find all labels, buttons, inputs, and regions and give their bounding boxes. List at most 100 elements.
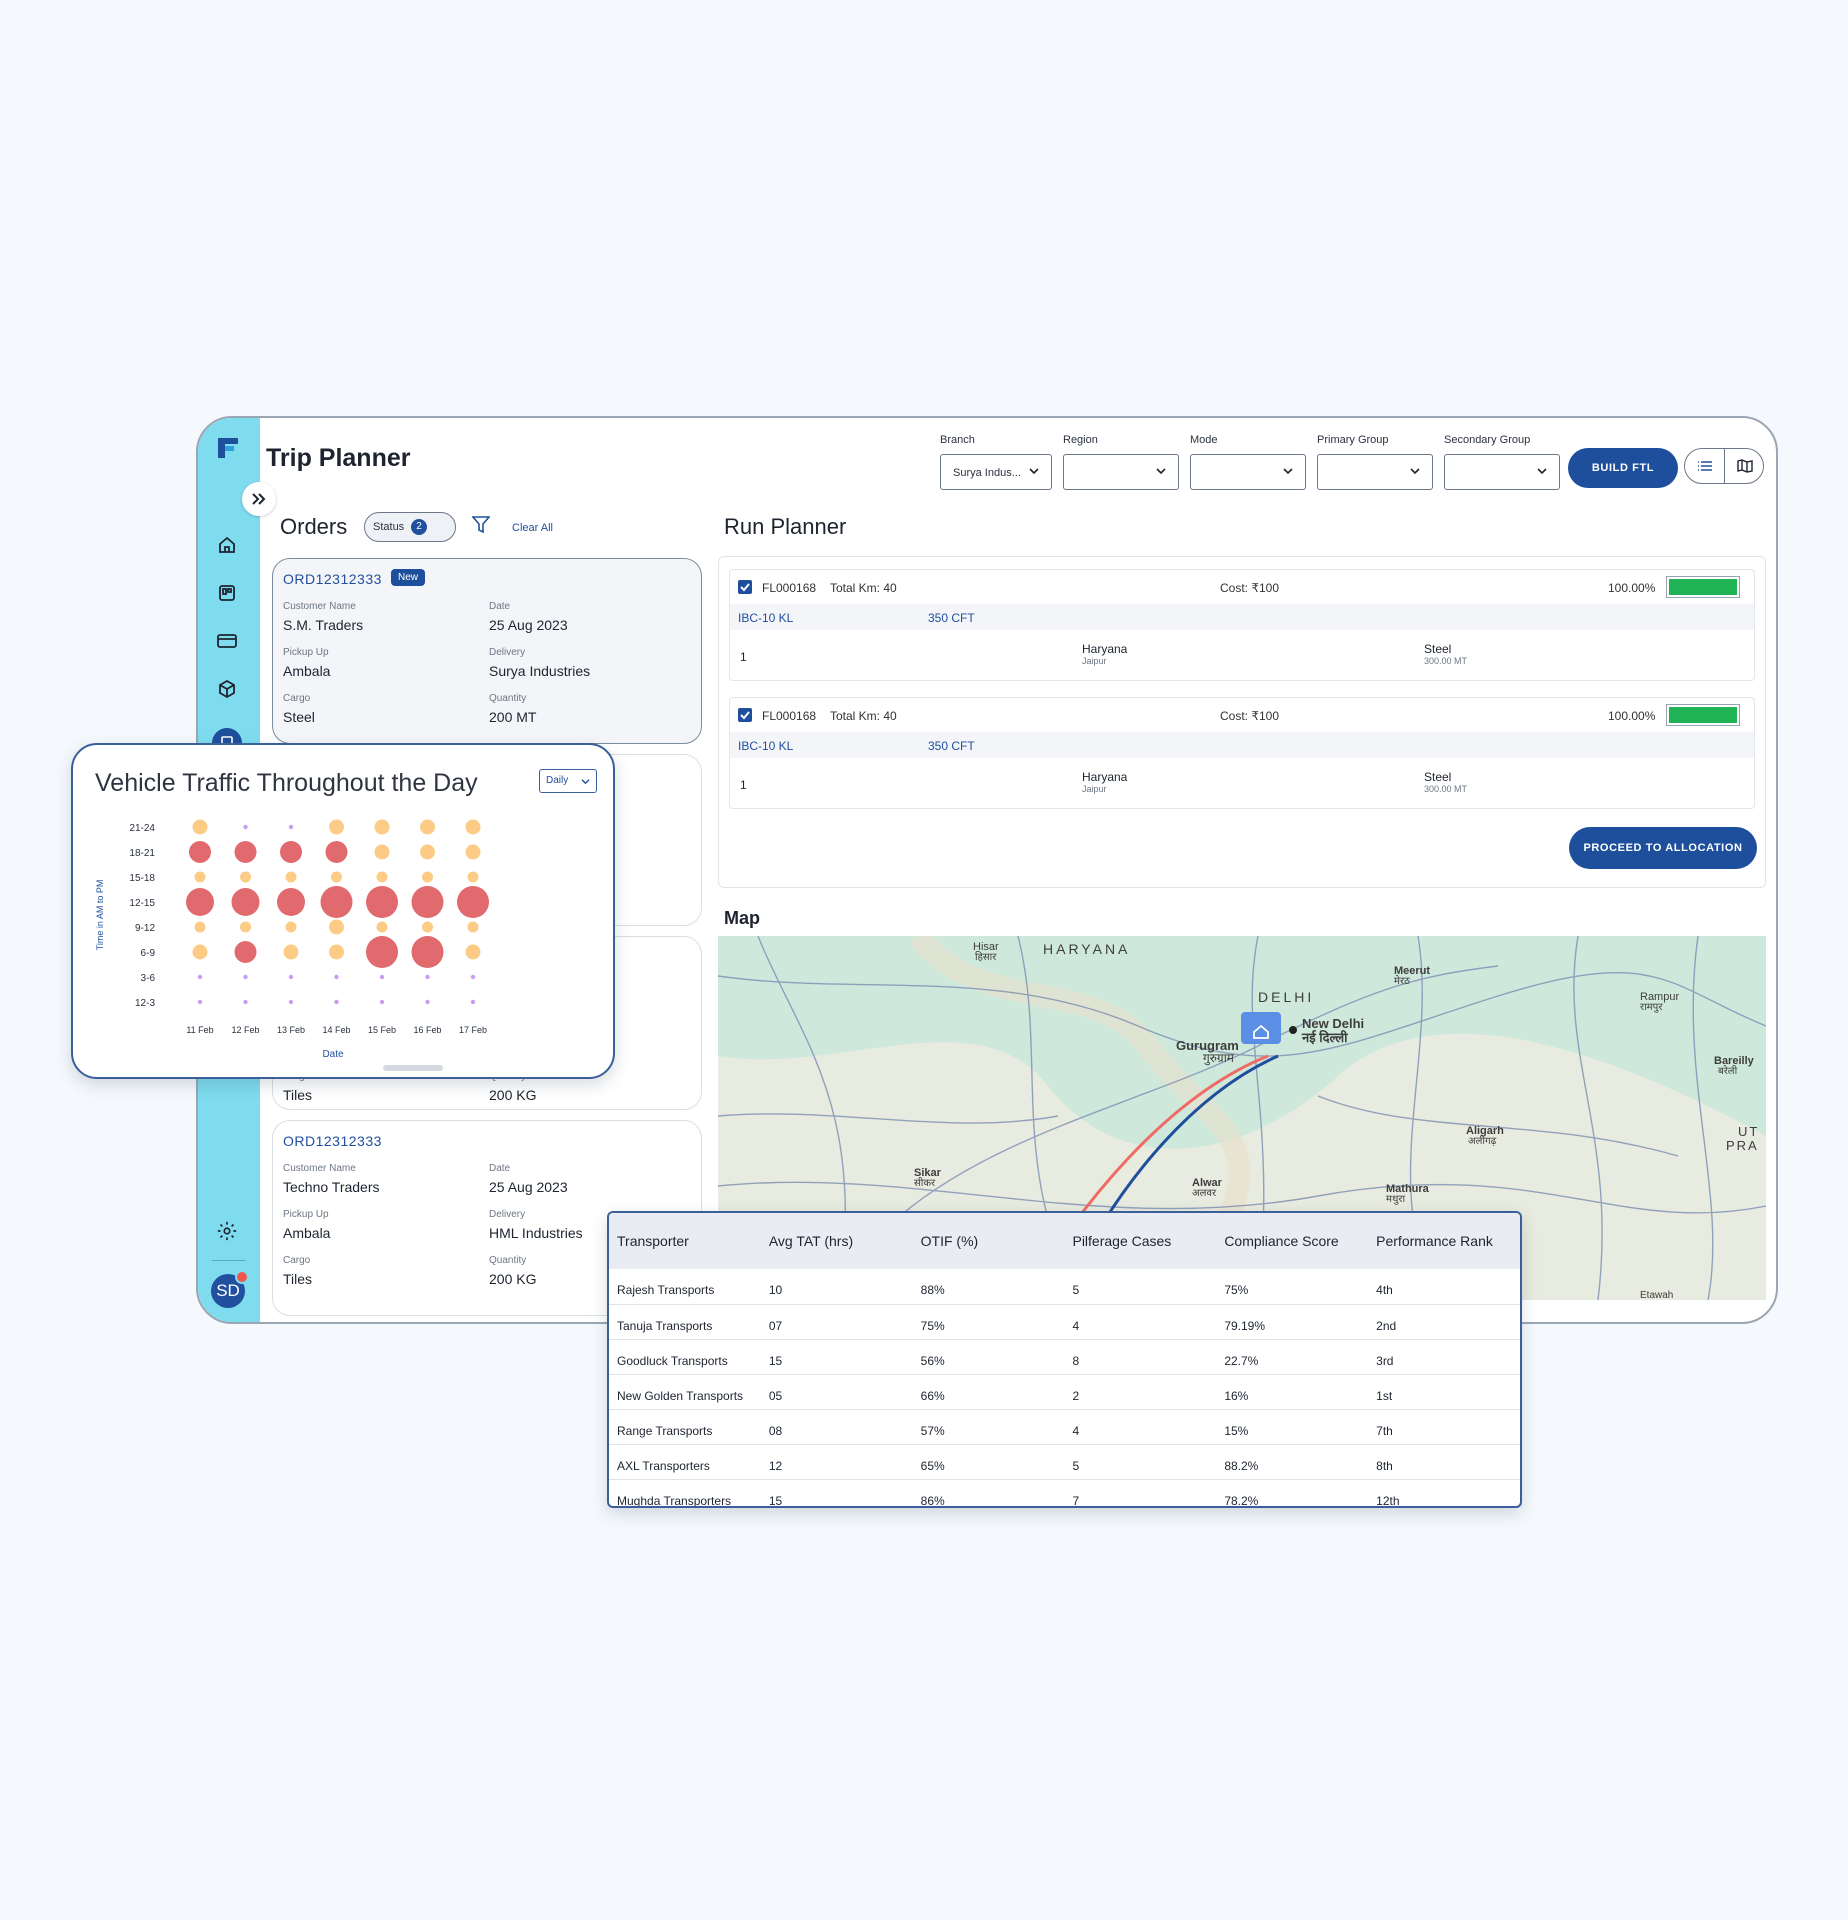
table-cell: 75% xyxy=(912,1304,1065,1340)
map-label-haryana: HARYANA xyxy=(1043,941,1130,957)
bubble-point xyxy=(243,974,248,980)
utilization-bar xyxy=(1666,576,1740,598)
page-title: Trip Planner xyxy=(266,444,411,472)
table-row[interactable]: AXL Transporters 12 65% 5 88.2% 8th xyxy=(609,1444,1520,1480)
column-header[interactable]: Performance Rank xyxy=(1368,1213,1520,1269)
bubble-point xyxy=(420,844,435,860)
bubble-point xyxy=(425,974,430,980)
y-tick-label: 15-18 xyxy=(129,873,155,884)
region-label: Region xyxy=(1063,434,1098,446)
x-tick-label: 13 Feb xyxy=(277,1025,305,1035)
x-tick-label: 15 Feb xyxy=(368,1025,396,1035)
run-cost: Cost: ₹100 xyxy=(1220,709,1279,723)
column-header[interactable]: Pilferage Cases xyxy=(1064,1213,1217,1269)
card-icon[interactable] xyxy=(212,626,242,656)
bubble-point xyxy=(231,888,260,916)
run-card-header: FL000168 Total Km: 40 Cost: ₹100 100.00% xyxy=(730,698,1754,732)
bubble-point xyxy=(285,871,297,883)
table-row[interactable]: Range Transports 08 57% 4 15% 7th xyxy=(609,1409,1520,1445)
list-icon[interactable] xyxy=(1685,449,1725,483)
table-cell: 12th xyxy=(1368,1479,1520,1506)
y-tick-label: 3-6 xyxy=(141,973,156,984)
run-checkbox[interactable] xyxy=(738,708,752,722)
customer-label: Customer Name xyxy=(283,1163,356,1174)
date-value: 25 Aug 2023 xyxy=(489,617,568,633)
bubble-point xyxy=(288,824,294,830)
app-logo xyxy=(216,436,240,460)
chart-scrollbar[interactable] xyxy=(383,1065,443,1071)
proceed-to-allocation-button[interactable]: PROCEED TO ALLOCATION xyxy=(1569,827,1757,869)
vehicle-type: IBC-10 KL xyxy=(738,739,794,753)
bubble-point xyxy=(325,841,348,863)
status-filter-chip[interactable]: Status 2 xyxy=(364,512,456,542)
table-cell: 57% xyxy=(912,1409,1065,1445)
bubble-point xyxy=(243,824,248,830)
primary-group-select[interactable] xyxy=(1317,454,1433,490)
stop-city: Jaipur xyxy=(1082,784,1107,794)
map-label-new-delhi-hi: नई दिल्ली xyxy=(1301,1030,1348,1045)
bubble-point xyxy=(329,819,344,835)
run-card[interactable]: FL000168 Total Km: 40 Cost: ₹100 100.00%… xyxy=(729,569,1755,681)
table-cell: 8 xyxy=(1064,1339,1217,1375)
home-pin-icon xyxy=(1241,1012,1281,1044)
run-card[interactable]: FL000168 Total Km: 40 Cost: ₹100 100.00%… xyxy=(729,697,1755,809)
order-card[interactable]: ORD12312333 New Customer Name S.M. Trade… xyxy=(272,558,702,744)
date-label: Date xyxy=(489,601,511,612)
view-toggle xyxy=(1684,448,1764,484)
customer-label: Customer Name xyxy=(283,601,356,612)
order-id[interactable]: ORD12312333 xyxy=(283,1133,382,1149)
cargo-value: Tiles xyxy=(283,1087,313,1103)
table-cell: Goodluck Transports xyxy=(609,1339,761,1375)
stop-number: 1 xyxy=(740,650,747,664)
table-row[interactable]: Mughda Transporters 15 86% 7 78.2% 12th xyxy=(609,1479,1520,1506)
column-header[interactable]: Transporter xyxy=(609,1213,761,1269)
filter-icon[interactable] xyxy=(471,516,491,539)
table-row[interactable]: Goodluck Transports 15 56% 8 22.7% 3rd xyxy=(609,1339,1520,1375)
secondary-group-select[interactable] xyxy=(1444,454,1560,490)
vehicle-capacity: 350 CFT xyxy=(928,739,975,753)
branch-select[interactable]: Surya Indus... xyxy=(940,454,1052,490)
table-row[interactable]: New Golden Transports 05 66% 2 16% 1st xyxy=(609,1374,1520,1410)
bubble-point xyxy=(194,921,206,933)
run-total-km: Total Km: 40 xyxy=(830,581,897,595)
bubble-point xyxy=(374,819,390,835)
vehicle-traffic-card: Vehicle Traffic Throughout the Day Daily… xyxy=(71,743,615,1079)
table-cell: 05 xyxy=(760,1374,913,1410)
column-header[interactable]: Avg TAT (hrs) xyxy=(760,1213,913,1269)
bubble-point xyxy=(334,974,339,980)
chevron-down-icon xyxy=(1283,468,1293,475)
bubble-point xyxy=(467,921,479,933)
expand-sidebar-button[interactable] xyxy=(242,482,276,516)
table-row[interactable]: Tanuja Transports 07 75% 4 79.19% 2nd xyxy=(609,1304,1520,1340)
table-cell: 7 xyxy=(1064,1479,1217,1506)
column-header[interactable]: Compliance Score xyxy=(1216,1213,1369,1269)
map-label-alwar-hi: अलवर xyxy=(1192,1188,1217,1199)
stop-material: Steel xyxy=(1424,770,1452,784)
clear-all-link[interactable]: Clear All xyxy=(512,522,553,534)
map-label-alwar: Alwar xyxy=(1192,1177,1223,1189)
stop-state: Haryana xyxy=(1082,642,1128,656)
build-ftl-button[interactable]: BUILD FTL xyxy=(1568,448,1678,488)
transporter-table-grid: Transporter Avg TAT (hrs) OTIF (%) Pilferag… xyxy=(609,1213,1520,1506)
bubble-point xyxy=(379,999,385,1005)
table-row[interactable]: Rajesh Transports 10 88% 5 75% 4th xyxy=(609,1269,1520,1305)
column-header[interactable]: OTIF (%) xyxy=(912,1213,1065,1269)
board-icon[interactable] xyxy=(212,578,242,608)
delivery-value: HML Industries xyxy=(489,1225,583,1241)
table-cell: 16% xyxy=(1216,1374,1369,1410)
bubble-point xyxy=(240,921,251,933)
mode-select[interactable] xyxy=(1190,454,1306,490)
order-id[interactable]: ORD12312333 xyxy=(283,571,382,587)
period-select[interactable]: Daily xyxy=(539,769,597,793)
bubble-point xyxy=(192,944,208,960)
gear-icon[interactable] xyxy=(212,1216,242,1246)
bubble-point xyxy=(334,999,339,1005)
home-icon[interactable] xyxy=(212,530,242,560)
map-icon[interactable] xyxy=(1725,449,1763,483)
table-header-row: Transporter Avg TAT (hrs) OTIF (%) Pilferag… xyxy=(609,1213,1520,1269)
table-cell: 75% xyxy=(1216,1269,1369,1305)
map-label-meerut-hi: मेरठ xyxy=(1394,975,1410,987)
run-checkbox[interactable] xyxy=(738,580,752,594)
box-icon[interactable] xyxy=(212,674,242,704)
region-select[interactable] xyxy=(1063,454,1179,490)
